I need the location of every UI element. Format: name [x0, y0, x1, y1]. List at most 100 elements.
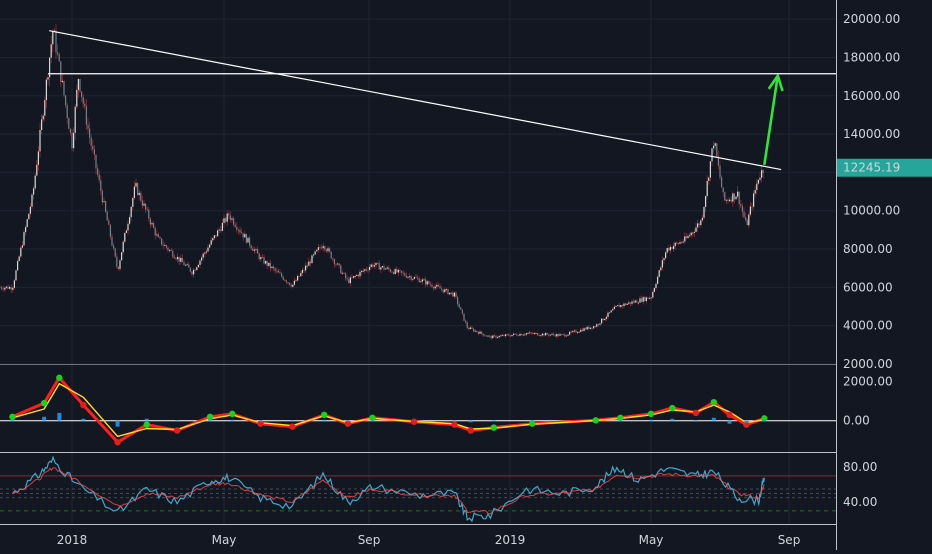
candle-body: [387, 268, 388, 269]
candle-body: [233, 218, 234, 224]
candle-body: [329, 248, 330, 251]
macd-tick-label: 2000.00: [843, 375, 893, 389]
candle-body: [17, 261, 18, 270]
candle-body: [684, 236, 685, 241]
candle-body: [729, 200, 730, 201]
macd-cross-marker: [56, 375, 62, 381]
candle-body: [271, 267, 272, 268]
candle-body: [591, 328, 592, 329]
candle-body: [190, 268, 191, 272]
macd-histogram-bar: [145, 419, 149, 421]
candle-body: [668, 248, 669, 250]
candle-body: [68, 118, 69, 129]
candle-body: [609, 312, 610, 313]
candle-body: [452, 293, 453, 297]
candle-body: [423, 279, 424, 280]
candle-body: [558, 334, 559, 336]
macd-histogram-bar: [208, 419, 212, 421]
candle-body: [630, 302, 631, 303]
candle-body: [414, 277, 415, 279]
candle-body: [363, 271, 364, 272]
candle-body: [367, 270, 368, 271]
candle-body: [281, 273, 282, 276]
candle-body: [188, 264, 189, 267]
candle-body: [73, 133, 74, 148]
macd-cross-marker: [529, 420, 535, 426]
candle-body: [667, 248, 668, 252]
candle-body: [623, 304, 624, 306]
candle-body: [379, 263, 380, 269]
candle-body: [345, 273, 346, 278]
candle-body: [23, 232, 24, 245]
candle-body: [555, 335, 556, 336]
candle-body: [161, 238, 162, 244]
macd-cross-marker: [468, 427, 474, 433]
candle-body: [631, 301, 632, 303]
candle-body: [279, 273, 280, 274]
candle-body: [495, 336, 496, 338]
candle-body: [220, 230, 221, 231]
candle-body: [740, 204, 741, 206]
candle-body: [291, 285, 292, 287]
time-axis-label: 2019: [495, 533, 526, 547]
candle-body: [723, 188, 724, 193]
candle-body: [326, 250, 327, 252]
candle-body: [683, 242, 684, 243]
candle-body: [260, 257, 261, 259]
candle-body: [556, 334, 557, 336]
candle-body: [430, 284, 431, 285]
candle-body: [167, 248, 168, 251]
candle-body: [369, 267, 370, 270]
candle-body: [670, 247, 671, 250]
candle-body: [334, 259, 335, 264]
candle-body: [702, 218, 703, 221]
candle-body: [465, 321, 466, 323]
price-tick-label: 4000.00: [843, 319, 893, 333]
candle-body: [67, 105, 68, 118]
candle-body: [375, 263, 376, 265]
candle-body: [550, 335, 551, 336]
macd-cross-marker: [229, 411, 235, 417]
candle-body: [331, 252, 332, 259]
candle-body: [12, 288, 13, 290]
candle-body: [63, 81, 64, 95]
candle-body: [71, 133, 72, 149]
candle-body: [441, 289, 442, 290]
candle-body: [553, 334, 554, 335]
candle-body: [76, 90, 77, 107]
candle-body: [547, 333, 548, 334]
candle-body: [323, 246, 324, 248]
candle-body: [644, 297, 645, 301]
candle-body: [175, 258, 176, 259]
candle-body: [505, 334, 506, 336]
candle-body: [255, 249, 256, 250]
candle-body: [46, 80, 47, 100]
candle-body: [745, 217, 746, 219]
candle-body: [572, 331, 573, 332]
candle-body: [19, 257, 20, 262]
candle-body: [721, 177, 722, 187]
macd-histogram-bar: [728, 421, 732, 424]
candle-body: [124, 233, 125, 242]
candle-body: [342, 273, 343, 274]
candle-body: [20, 248, 21, 257]
candle-body: [627, 304, 628, 305]
candle-body: [155, 228, 156, 235]
candle-body: [569, 332, 570, 335]
candle-body: [116, 257, 117, 267]
macd-tick-label: 0.00: [843, 414, 870, 428]
candle-body: [737, 192, 738, 197]
candle-body: [201, 258, 202, 261]
macd-histogram-bar: [116, 421, 120, 427]
candle-body: [583, 328, 584, 331]
candle-body: [244, 234, 245, 237]
candle-body: [503, 335, 504, 336]
candle-body: [343, 273, 344, 274]
candle-body: [239, 230, 240, 232]
macd-cross-marker: [648, 411, 654, 417]
candle-body: [351, 277, 352, 278]
candle-body: [707, 181, 708, 196]
price-tick-label: 18000.00: [843, 50, 900, 64]
